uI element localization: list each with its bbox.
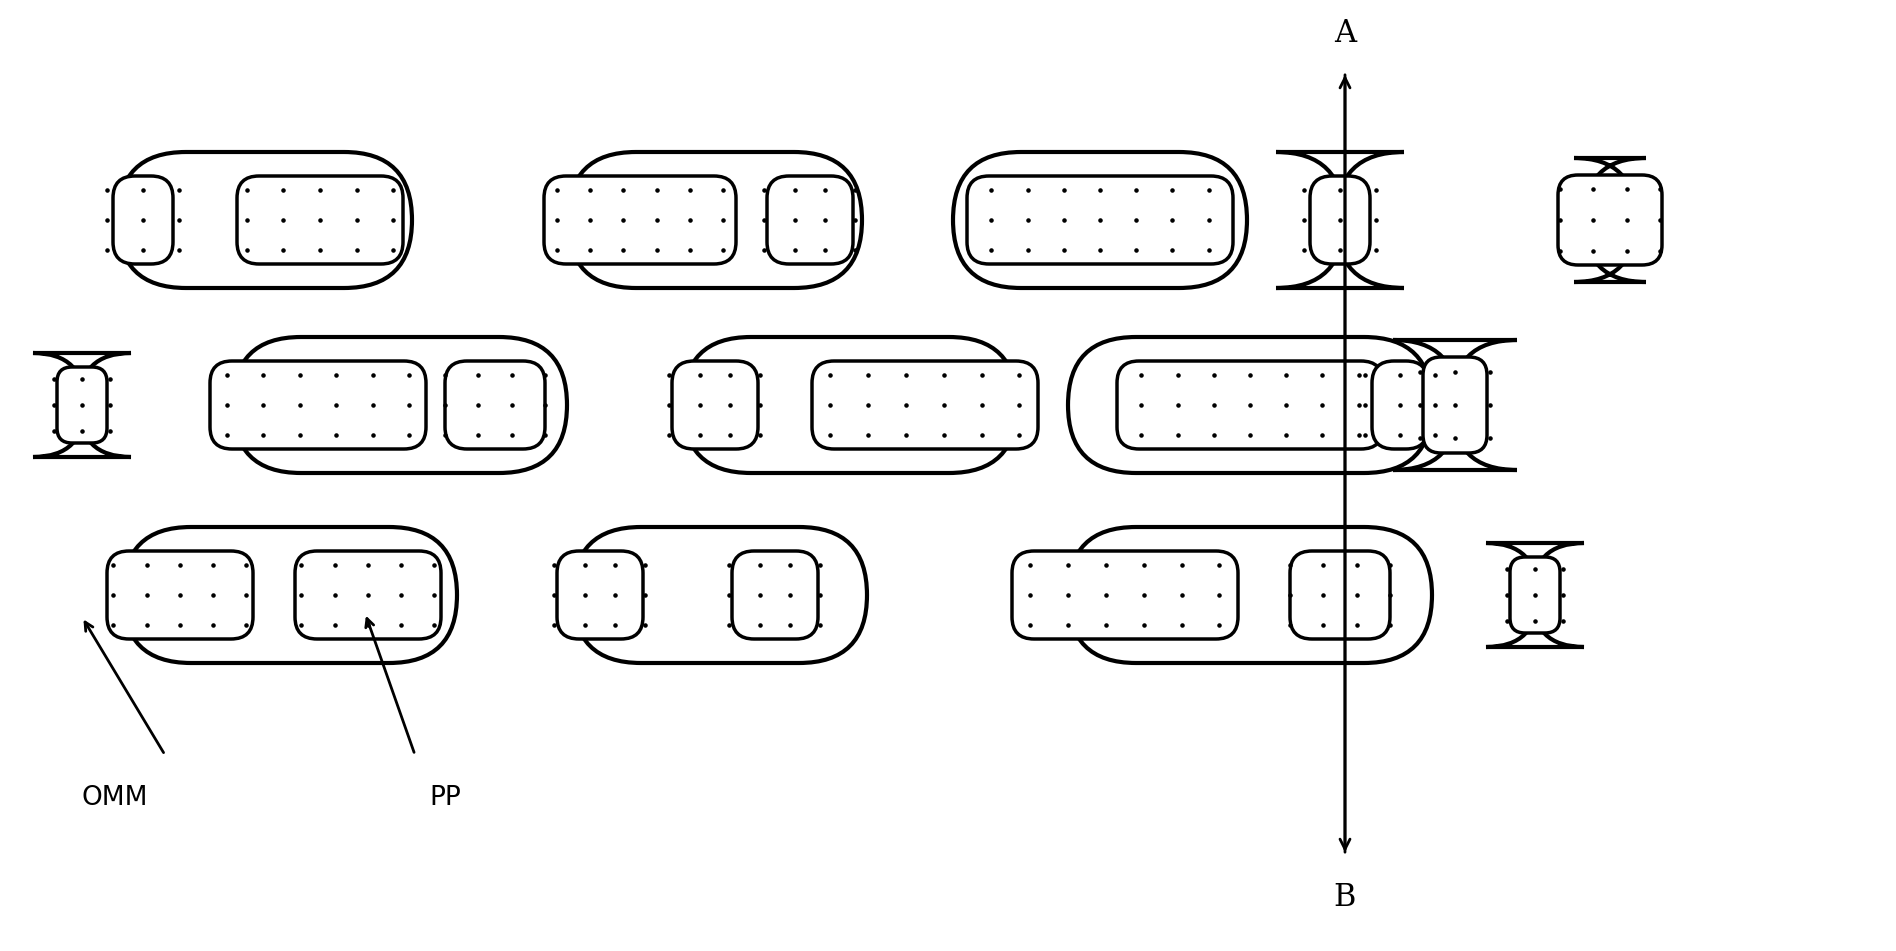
Text: PP: PP — [428, 785, 461, 811]
FancyBboxPatch shape — [210, 361, 427, 449]
Text: OMM: OMM — [82, 785, 148, 811]
FancyBboxPatch shape — [557, 551, 643, 639]
FancyBboxPatch shape — [1067, 527, 1431, 663]
Text: B: B — [1333, 882, 1356, 913]
FancyBboxPatch shape — [1373, 361, 1428, 449]
FancyBboxPatch shape — [683, 337, 1016, 473]
FancyBboxPatch shape — [118, 152, 411, 288]
FancyBboxPatch shape — [1117, 361, 1382, 449]
FancyBboxPatch shape — [114, 176, 173, 264]
FancyBboxPatch shape — [1012, 551, 1238, 639]
FancyBboxPatch shape — [1289, 551, 1390, 639]
FancyBboxPatch shape — [123, 527, 457, 663]
FancyBboxPatch shape — [569, 152, 863, 288]
FancyBboxPatch shape — [1310, 176, 1371, 264]
FancyBboxPatch shape — [32, 353, 131, 457]
FancyBboxPatch shape — [1486, 543, 1583, 647]
FancyBboxPatch shape — [296, 551, 442, 639]
FancyBboxPatch shape — [954, 152, 1248, 288]
FancyBboxPatch shape — [1276, 152, 1405, 288]
FancyBboxPatch shape — [544, 176, 736, 264]
FancyBboxPatch shape — [1559, 175, 1663, 265]
FancyBboxPatch shape — [446, 361, 544, 449]
FancyBboxPatch shape — [768, 176, 853, 264]
FancyBboxPatch shape — [573, 527, 866, 663]
FancyBboxPatch shape — [1574, 158, 1646, 282]
FancyBboxPatch shape — [1509, 557, 1560, 633]
FancyBboxPatch shape — [233, 337, 567, 473]
FancyBboxPatch shape — [732, 551, 817, 639]
FancyBboxPatch shape — [811, 361, 1037, 449]
FancyBboxPatch shape — [57, 367, 106, 443]
FancyBboxPatch shape — [1424, 357, 1486, 453]
FancyBboxPatch shape — [1067, 337, 1431, 473]
FancyBboxPatch shape — [967, 176, 1232, 264]
FancyBboxPatch shape — [1394, 340, 1517, 470]
FancyBboxPatch shape — [237, 176, 404, 264]
Text: A: A — [1335, 18, 1356, 49]
FancyBboxPatch shape — [671, 361, 758, 449]
FancyBboxPatch shape — [106, 551, 252, 639]
